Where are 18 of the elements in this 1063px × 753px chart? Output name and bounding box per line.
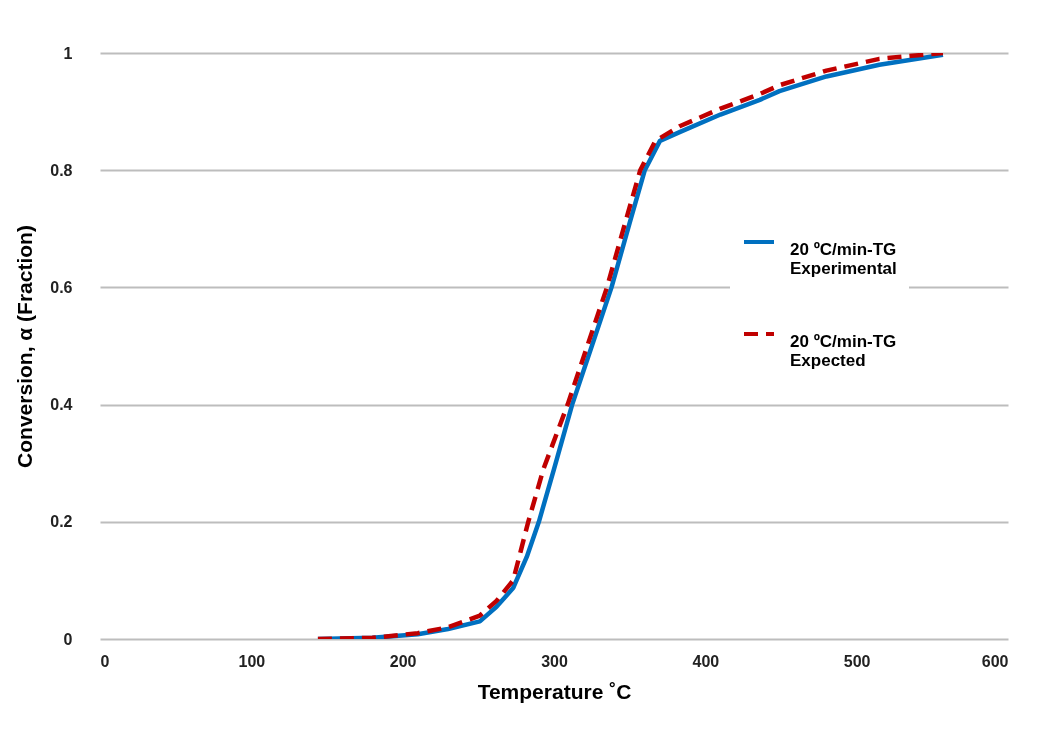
x-tick-label: 100: [238, 652, 266, 670]
x-axis-title: Temperature ˚C: [477, 679, 632, 703]
x-tick-label: 200: [389, 652, 417, 670]
x-tick-label: 0: [100, 652, 110, 670]
x-tick-label: 300: [541, 652, 568, 670]
y-tick-label: 0.8: [50, 161, 73, 179]
y-tick-label: 1: [63, 44, 73, 62]
x-tick-label: 400: [692, 652, 720, 670]
y-tick-label: 0: [63, 630, 73, 648]
y-tick-label: 0.6: [50, 278, 73, 296]
y-axis-title: Conversion, α (Fraction): [13, 225, 37, 468]
legend-label: 20 ºC/min-TG Expected: [790, 332, 897, 370]
x-tick-label: 500: [843, 652, 871, 670]
x-tick-label: 600: [981, 652, 1009, 670]
line-series: [315, 53, 946, 639]
y-tick-label: 0.4: [50, 396, 73, 414]
y-tick-label: 0.2: [50, 513, 73, 531]
legend-label: 20 ºC/min-TG Experimental: [790, 240, 897, 278]
